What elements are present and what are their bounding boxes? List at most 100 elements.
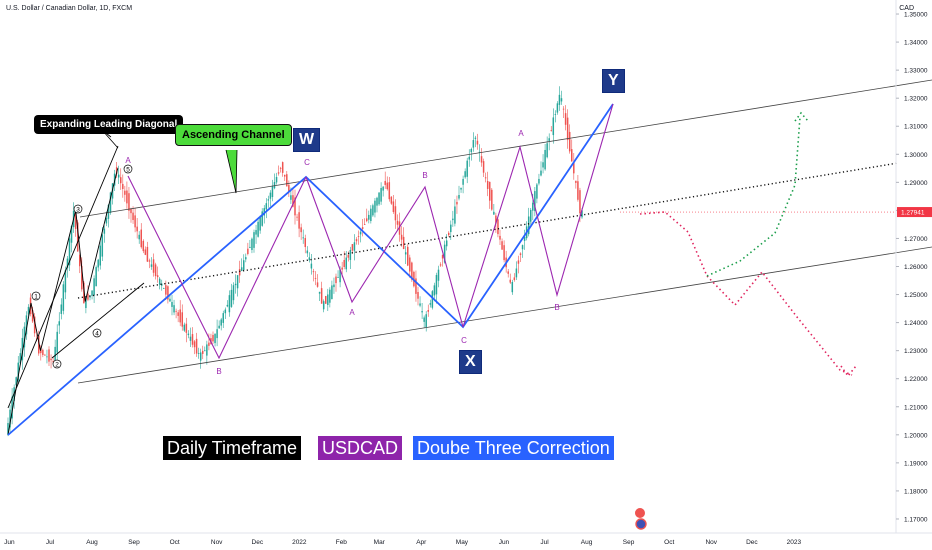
candle-body bbox=[415, 278, 417, 294]
wave-c-2-label: C bbox=[461, 336, 467, 345]
candle-body bbox=[427, 310, 429, 312]
correction-label: Doube Three Correction bbox=[413, 436, 614, 460]
candle-body bbox=[161, 283, 163, 286]
candle-body bbox=[542, 162, 544, 168]
candle-body bbox=[316, 282, 319, 287]
candle-body bbox=[183, 324, 186, 331]
y-tick-label: 1.31000 bbox=[904, 124, 928, 131]
candle-body bbox=[550, 130, 552, 132]
wave-3-label: 3 bbox=[76, 206, 80, 213]
candle-body bbox=[366, 218, 368, 222]
candle-body bbox=[286, 174, 288, 187]
candle-body bbox=[263, 208, 265, 216]
y-tick-label: 1.17000 bbox=[904, 516, 928, 523]
x-tick-label: Nov bbox=[705, 539, 717, 546]
channel-mid-line bbox=[77, 162, 899, 299]
candle-body bbox=[27, 306, 30, 315]
candle-body bbox=[439, 264, 442, 266]
x-tick-label: Feb bbox=[336, 539, 348, 546]
x-tick-label: Jul bbox=[540, 539, 549, 546]
candle-body bbox=[312, 271, 315, 273]
candle-body bbox=[431, 291, 434, 308]
x-tick-label: Sep bbox=[128, 539, 140, 546]
candle-body bbox=[228, 295, 231, 313]
candle-body bbox=[322, 301, 325, 310]
candle-body bbox=[142, 240, 145, 252]
candle-body bbox=[275, 176, 278, 183]
candle-body bbox=[450, 224, 452, 233]
wave-a-3-label: A bbox=[518, 129, 524, 138]
candle-body bbox=[571, 149, 573, 162]
x-tick-label: Sep bbox=[623, 539, 635, 546]
candle-body bbox=[156, 275, 159, 278]
candle-body bbox=[552, 117, 555, 136]
candle-body bbox=[435, 275, 438, 295]
candle-body bbox=[284, 174, 286, 177]
candle-body bbox=[216, 329, 218, 339]
candle-body bbox=[144, 249, 147, 255]
candle-body bbox=[425, 314, 427, 328]
candle-body bbox=[566, 117, 569, 141]
candle-body bbox=[150, 264, 153, 267]
candle-body bbox=[261, 211, 263, 226]
candle-body bbox=[544, 149, 546, 170]
candle-body bbox=[521, 245, 524, 250]
candle-body bbox=[173, 305, 175, 313]
wxy-wave-line bbox=[7, 103, 614, 436]
wave-b-3-label: B bbox=[554, 303, 559, 312]
candle-body bbox=[294, 197, 296, 216]
candle-body bbox=[177, 312, 179, 316]
y-tick-label: 1.33000 bbox=[904, 68, 928, 75]
x-tick-label: 2022 bbox=[292, 539, 307, 546]
candle-body bbox=[382, 186, 384, 191]
candle-body bbox=[271, 185, 274, 197]
candle-body bbox=[540, 170, 542, 176]
x-tick-label: Aug bbox=[86, 539, 98, 546]
candle-body bbox=[355, 239, 358, 242]
x-tick-label: Jul bbox=[46, 539, 55, 546]
candle-body bbox=[9, 409, 11, 428]
y-tick-label: 1.20000 bbox=[904, 432, 928, 439]
candle-body bbox=[396, 220, 399, 225]
candle-body bbox=[238, 269, 241, 276]
candle-body bbox=[560, 98, 563, 102]
candle-body bbox=[234, 283, 237, 286]
candle-body bbox=[374, 200, 376, 213]
candle-body bbox=[517, 260, 520, 264]
candle-body bbox=[327, 294, 329, 305]
candle-body bbox=[419, 303, 421, 306]
candle-body bbox=[158, 278, 161, 285]
candle-body bbox=[206, 344, 208, 356]
candle-body bbox=[302, 237, 304, 239]
daily-timeframe-label: Daily Timeframe bbox=[163, 436, 302, 460]
candle-body bbox=[265, 203, 268, 210]
y-tick-label: 1.27000 bbox=[904, 236, 928, 243]
candle-body bbox=[532, 202, 534, 211]
candle-body bbox=[279, 167, 282, 169]
candle-body bbox=[339, 269, 341, 283]
candle-body bbox=[19, 353, 22, 364]
candle-body bbox=[42, 349, 44, 355]
candle-body bbox=[7, 423, 9, 435]
candle-body bbox=[441, 255, 444, 259]
candle-body bbox=[568, 131, 571, 152]
candle-body bbox=[187, 333, 190, 336]
candle-body bbox=[107, 204, 110, 219]
candle-body bbox=[386, 182, 388, 190]
wave-1-label: 1 bbox=[34, 293, 38, 300]
candle-body bbox=[70, 226, 73, 243]
candle-body bbox=[191, 334, 194, 345]
candle-body bbox=[50, 358, 52, 361]
candle-body bbox=[124, 190, 126, 195]
candle-body bbox=[310, 263, 313, 269]
candle-body bbox=[91, 290, 93, 296]
candle-body bbox=[15, 377, 17, 386]
candle-body bbox=[308, 257, 311, 261]
x-tick-label: Apr bbox=[416, 539, 427, 546]
y-tick-label: 1.19000 bbox=[904, 460, 928, 467]
candle-body bbox=[58, 321, 60, 326]
candle-body bbox=[81, 265, 83, 290]
candle-body bbox=[456, 201, 458, 205]
y-tick-label: 1.35000 bbox=[904, 12, 928, 19]
